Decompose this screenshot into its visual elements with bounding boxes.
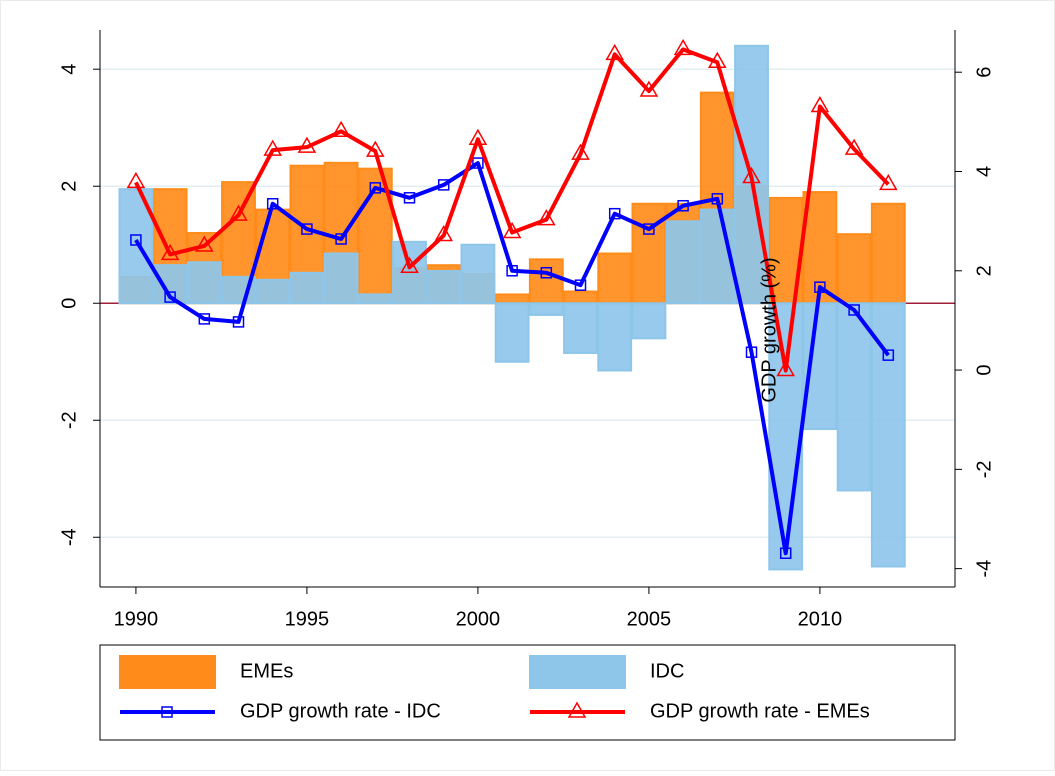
marker [331,120,351,138]
bar [494,293,530,305]
marker [468,128,488,145]
bar [255,278,291,305]
y2-tick-label: 0 [973,364,995,375]
bar [631,202,667,305]
marker [639,80,659,97]
y-tick-label: 0 [58,298,80,309]
bar [665,220,701,305]
marker [472,157,484,169]
line [134,47,890,373]
marker [779,547,792,559]
marker [126,171,146,189]
y2-tick-label: 2 [973,265,995,276]
bar [870,302,906,568]
y2-axis-title: GDP growth (%) [758,257,780,402]
legend-label: GDP growth rate - IDC [240,700,441,722]
legend-swatch [119,655,216,689]
bar [631,302,667,340]
bar [528,302,564,316]
marker [745,346,758,358]
x-tick-label: 1995 [285,608,330,630]
marker [810,95,830,113]
legend [99,644,956,741]
bar [563,302,598,354]
marker [502,222,522,239]
bar [323,252,359,305]
bar [597,252,633,305]
legend-label: GDP growth rate - EMEs [650,700,870,722]
bar [768,302,804,571]
y2-tick-label: -2 [973,460,995,478]
marker [335,233,347,245]
marker [369,182,382,194]
marker [879,173,898,191]
bar [836,233,872,305]
marker [195,235,214,252]
marker [160,243,180,261]
legend-swatch [529,655,626,689]
marker [608,207,621,220]
marker [400,256,419,274]
marker [164,291,176,303]
bar [494,302,530,363]
bar [597,302,633,372]
x-tick-label: 2000 [456,608,501,630]
bar [836,302,872,492]
marker [198,313,211,325]
bar [357,293,393,305]
marker [605,43,625,61]
bar [460,243,496,305]
marker [540,267,553,279]
bar [186,261,222,305]
marker [848,304,860,316]
x-tick-label: 1990 [114,608,159,630]
marker [708,51,727,69]
marker [882,349,895,361]
x-tick-label: 2005 [627,608,672,630]
marker [232,316,245,328]
marker [366,140,385,157]
legend-label: IDC [650,660,684,682]
marker [742,166,761,184]
bar [528,258,564,305]
y2-tick-label: 4 [973,166,995,177]
marker [537,209,556,226]
marker [301,223,313,235]
marker [130,234,142,246]
legend-label: EMEs [240,660,293,682]
marker [229,204,248,221]
marker [776,360,796,377]
marker [677,199,689,212]
legend-marker [567,701,587,718]
marker [506,265,518,277]
marker [403,192,416,204]
y-tick-label: 4 [58,64,80,75]
marker [814,281,826,293]
marker [844,138,864,155]
marker [263,139,283,156]
marker [574,279,587,291]
marker [643,223,655,235]
y-tick-label: -2 [58,411,80,429]
bar [870,202,906,305]
x-tick-label: 2010 [798,608,843,630]
marker [571,143,590,160]
marker [711,193,724,205]
bar [426,270,462,305]
bar [563,290,598,305]
y2-tick-label: -4 [973,560,995,578]
marker [673,38,693,56]
marker [437,179,450,191]
marker [266,198,279,210]
bar [289,271,325,305]
marker [297,136,317,153]
y2-tick-label: 6 [973,67,995,78]
legend-marker [161,706,173,718]
line [134,161,890,556]
plot-area [100,38,955,571]
marker [434,225,454,242]
y-tick-label: -4 [58,528,80,546]
y-tick-label: 2 [58,181,80,192]
